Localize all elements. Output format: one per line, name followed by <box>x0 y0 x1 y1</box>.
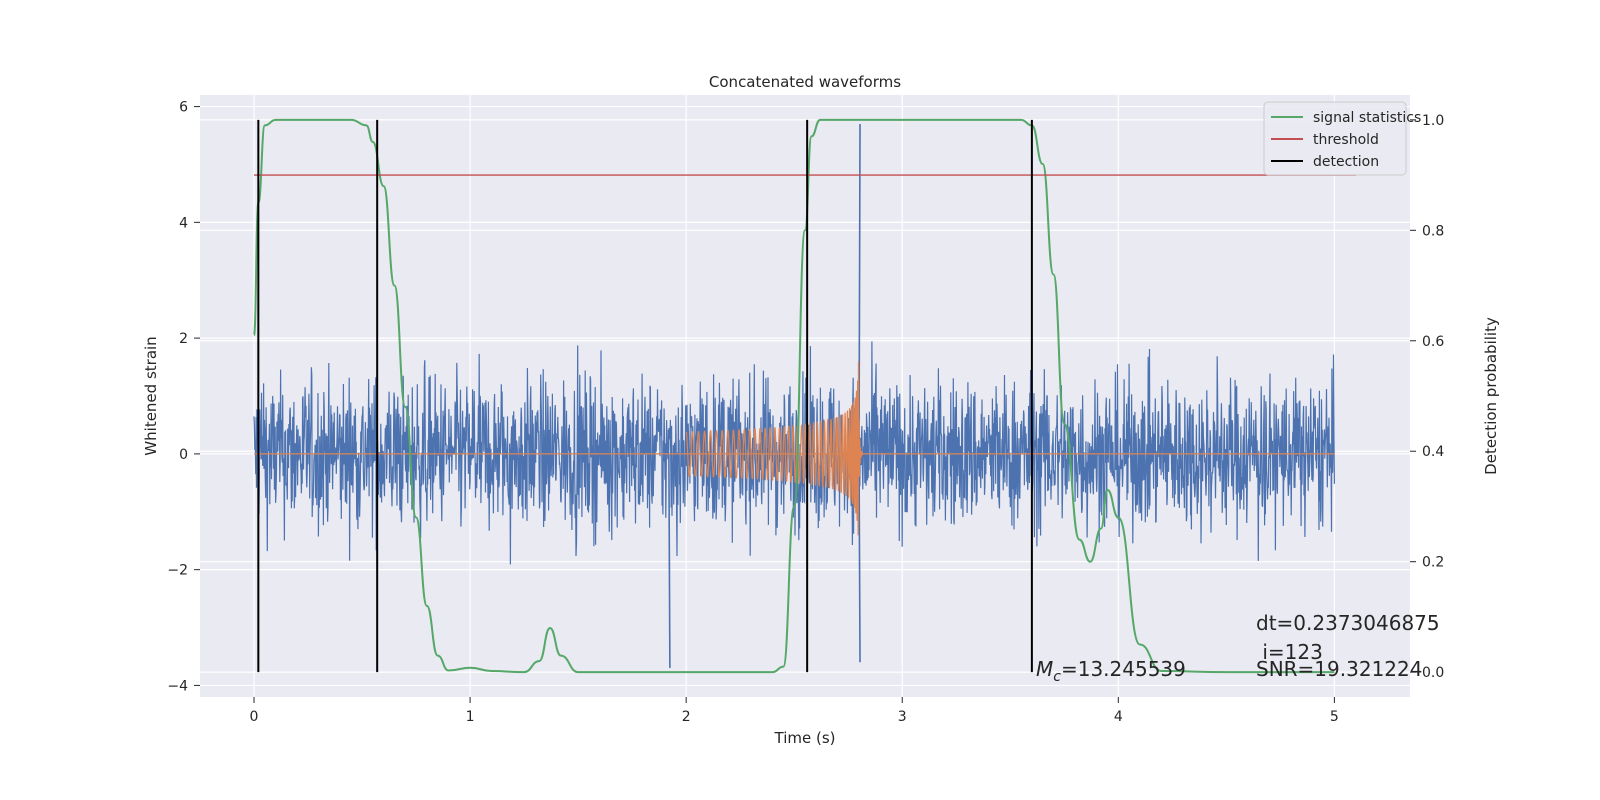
noise-spike <box>858 453 861 663</box>
chirp-mass-symbol: M <box>1036 657 1053 681</box>
snr-annotation: SNR=19.321224 <box>1256 657 1422 681</box>
x-tick-label: 5 <box>1330 709 1339 725</box>
x-axis-label: Time (s) <box>774 729 836 747</box>
chirp-mass-subscript: c <box>1053 669 1061 685</box>
y-left-tick-label: 6 <box>179 100 188 116</box>
x-tick-label: 2 <box>682 709 691 725</box>
y-axis-left-label: Whitened strain <box>142 336 160 455</box>
detection-lines <box>257 119 1033 673</box>
y-right-tick-label: 0.0 <box>1422 665 1444 681</box>
legend-box <box>1263 101 1407 176</box>
y-left-tick-label: 0 <box>179 447 188 463</box>
signal-statistics-series <box>253 118 1356 674</box>
x-tick-label: 0 <box>250 709 259 725</box>
chart-title: Concatenated waveforms <box>709 73 901 91</box>
y-left-tick-label: 4 <box>179 215 188 231</box>
legend-label-signal-statistics: signal statistics <box>1313 110 1421 126</box>
annotations: Mc=13.245539 SNR=19.321224 dt=0.23730468… <box>1036 611 1440 685</box>
legend-label-detection: detection <box>1313 154 1379 170</box>
x-tick-label: 4 <box>1114 709 1123 725</box>
x-tick-label: 1 <box>466 709 475 725</box>
axes: 0 1 2 3 4 5 −4 −2 0 2 4 6 0.0 0.2 0.4 0.6 0.8 1.0 <box>167 100 1444 725</box>
x-tick-label: 3 <box>898 709 907 725</box>
y-right-tick-label: 0.8 <box>1422 223 1444 239</box>
legend-label-threshold: threshold <box>1313 132 1379 148</box>
y-axis-right-label: Detection probability <box>1482 317 1500 475</box>
y-left-tick-label: −4 <box>167 678 188 694</box>
dt-annotation: dt=0.2373046875 <box>1256 611 1440 635</box>
chirp-mass-value: =13.245539 <box>1061 657 1186 681</box>
noise-spike <box>668 453 671 669</box>
y-right-tick-label: 0.4 <box>1422 444 1444 460</box>
y-right-tick-label: 1.0 <box>1422 113 1444 129</box>
y-right-tick-label: 0.6 <box>1422 334 1444 350</box>
y-left-tick-label: 2 <box>179 331 188 347</box>
signal-statistics-line <box>253 118 1335 674</box>
y-left-tick-label: −2 <box>167 563 188 579</box>
chirp-mass-annotation: Mc=13.245539 <box>1036 657 1186 685</box>
legend: signal statistics threshold detection <box>1263 101 1421 176</box>
y-right-tick-label: 0.2 <box>1422 555 1444 571</box>
template-trace <box>685 361 864 536</box>
index-annotation: i=123 <box>1256 640 1323 664</box>
template-series <box>254 361 1335 536</box>
